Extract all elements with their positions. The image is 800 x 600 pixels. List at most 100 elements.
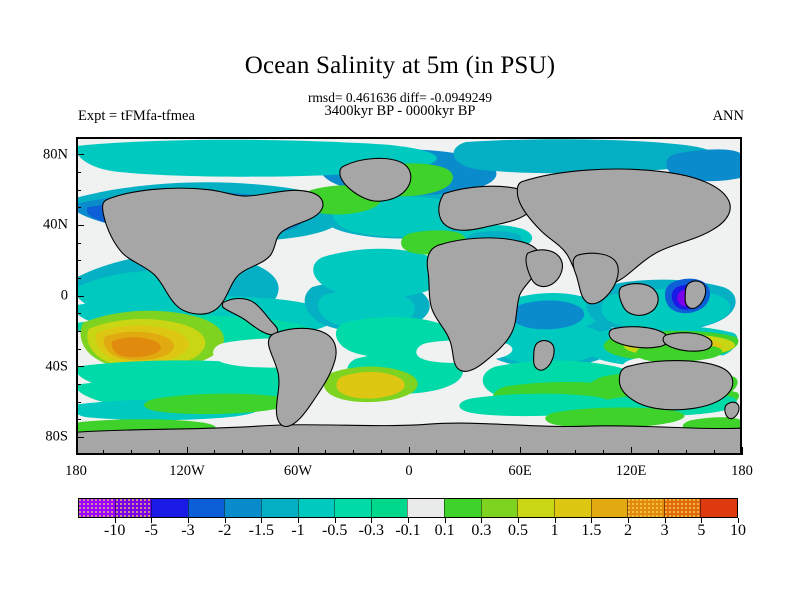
y-tick-major <box>76 154 84 156</box>
colorbar-tick <box>481 518 483 523</box>
colorbar-tick-label: -10 <box>103 522 126 539</box>
colorbar-segment <box>261 499 298 517</box>
y-axis-label: 0 <box>60 287 68 304</box>
x-axis-label: 180 <box>65 463 87 479</box>
colorbar-tick <box>518 518 519 523</box>
x-tick-minor <box>658 450 660 455</box>
colorbar-segment <box>114 499 152 517</box>
x-tick-major <box>75 447 77 455</box>
x-tick-major <box>408 447 410 455</box>
x-tick-minor <box>325 450 327 455</box>
colorbar-tick-label: 1.5 <box>581 522 602 539</box>
colorbar-tick-label: 0.3 <box>471 522 492 539</box>
colorbar-tick-label: -5 <box>144 522 158 539</box>
x-axis-label: 120E <box>615 463 647 479</box>
colorbar-tick-label: 0.1 <box>434 522 455 539</box>
x-tick-minor <box>214 450 216 455</box>
colorbar-tick-label: -1.5 <box>248 522 274 539</box>
colorbar-segment <box>151 499 188 517</box>
y-tick-minor <box>76 401 81 403</box>
x-tick-minor <box>547 450 549 455</box>
y-tick-minor <box>76 383 81 385</box>
colorbar-labels: -10 -5 -3 -2 -1.5 -1 -0.5 -0.3 -0.1 0.1 0.3 0.5 1 1.5… <box>78 522 746 544</box>
colorbar-segment <box>370 499 408 517</box>
colorbar-ticks <box>78 518 739 524</box>
colorbar-segment <box>553 499 591 517</box>
map-plot-frame <box>76 137 742 455</box>
y-tick-major <box>76 224 84 226</box>
colorbar-tick <box>408 518 409 523</box>
colorbar-segment <box>590 499 628 517</box>
x-tick-minor <box>602 450 604 455</box>
colorbar-tick-label: 5 <box>697 522 706 539</box>
colorbar-tick-label: 3 <box>660 522 669 539</box>
colorbar-tick <box>114 518 116 523</box>
colorbar-tick-label: 1 <box>550 522 559 539</box>
colorbar-segment <box>407 499 445 517</box>
colorbar-segment <box>79 499 115 517</box>
colorbar-segment <box>444 499 481 517</box>
y-tick-major <box>76 436 84 438</box>
colorbar-tick <box>701 518 703 523</box>
x-axis-label: 0 <box>405 463 413 479</box>
x-tick-major <box>630 447 632 455</box>
colorbar-tick <box>664 518 666 523</box>
colorbar-segment <box>480 499 518 517</box>
colorbar-tick <box>261 518 263 523</box>
land-masses <box>77 157 741 454</box>
x-tick-minor <box>380 450 382 455</box>
experiment-label: Expt = tFMfa-tfmea <box>78 108 195 124</box>
colorbar-segment <box>187 499 225 517</box>
colorbar-segment <box>334 499 371 517</box>
colorbar-tick-label: 2 <box>624 522 632 539</box>
colorbar-tick <box>444 518 446 523</box>
colorbar-segment <box>517 499 554 517</box>
y-tick-major <box>76 295 84 297</box>
colorbar-tick <box>298 518 299 523</box>
y-tick-major <box>76 366 84 368</box>
x-tick-minor <box>131 450 132 455</box>
y-tick-minor <box>76 348 81 350</box>
colorbar-tick-label: -2 <box>217 522 232 539</box>
x-tick-major <box>519 447 521 455</box>
x-tick-minor <box>575 450 576 455</box>
x-axis-label: 60E <box>508 463 532 479</box>
y-tick-minor <box>76 277 81 279</box>
x-tick-minor <box>686 450 687 455</box>
colorbar-segment <box>663 499 701 517</box>
colorbar-tick <box>371 518 373 523</box>
colorbar-tick-label: -0.3 <box>358 522 384 539</box>
x-tick-minor <box>436 450 438 455</box>
colorbar-segment <box>700 499 737 517</box>
colorbar-tick-label: -0.1 <box>395 522 421 539</box>
colorbar-tick-label: -3 <box>181 522 195 539</box>
colorbar-tick <box>738 518 739 523</box>
colorbar-tick <box>224 518 226 523</box>
x-tick-minor <box>269 450 271 455</box>
x-tick-major <box>741 447 743 455</box>
colorbar-tick <box>151 518 153 523</box>
colorbar-tick <box>628 518 629 523</box>
x-tick-minor <box>158 450 160 455</box>
y-tick-minor <box>76 330 81 332</box>
colorbar-segment <box>627 499 664 517</box>
period-annotation: 3400kyr BP - 0000kyr BP <box>324 103 476 119</box>
y-tick-minor <box>76 260 81 262</box>
x-tick-minor <box>103 450 105 455</box>
colorbar-tick <box>591 518 593 523</box>
colorbar-tick <box>554 518 556 523</box>
x-tick-minor <box>353 450 354 455</box>
colorbar-segment <box>297 499 335 517</box>
y-axis-label: 80S <box>45 428 68 445</box>
x-tick-major <box>297 447 299 455</box>
x-tick-major <box>186 447 188 455</box>
y-axis-label: 40N <box>43 216 68 233</box>
x-tick-minor <box>464 450 465 455</box>
map-canvas <box>77 138 741 454</box>
colorbar-tick-label: -0.5 <box>321 522 348 539</box>
colorbar-segment <box>224 499 262 517</box>
page-title: Ocean Salinity at 5m (in PSU) <box>244 52 556 79</box>
colorbar-tick-label: -1 <box>291 522 305 539</box>
colorbar-tick <box>188 518 189 523</box>
